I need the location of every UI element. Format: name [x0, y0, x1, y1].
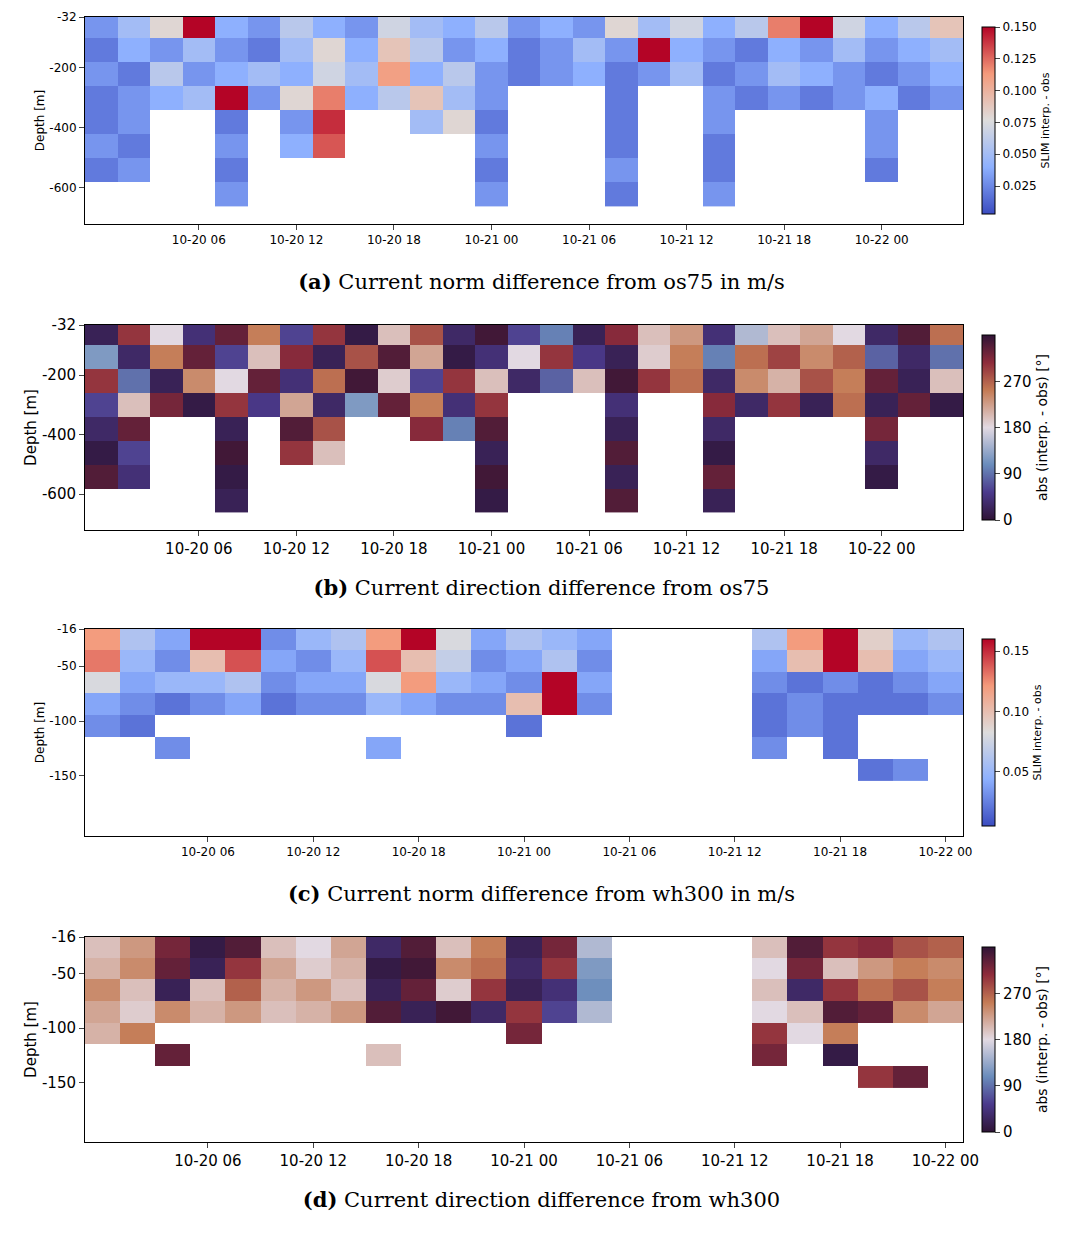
svg-text:0.125: 0.125	[1002, 52, 1036, 66]
svg-text:10-21 12: 10-21 12	[653, 540, 720, 558]
svg-text:0.10: 0.10	[1002, 705, 1029, 719]
svg-text:-16: -16	[57, 622, 77, 636]
svg-text:10-21 00: 10-21 00	[465, 233, 519, 247]
svg-text:0: 0	[1003, 1123, 1013, 1141]
svg-text:10-21 12: 10-21 12	[660, 233, 714, 247]
svg-text:0.075: 0.075	[1002, 116, 1036, 130]
svg-text:90: 90	[1003, 465, 1022, 483]
svg-text:-150: -150	[42, 1074, 76, 1092]
svg-text:10-20 06: 10-20 06	[172, 233, 226, 247]
svg-text:180: 180	[1003, 1031, 1032, 1049]
svg-text:Depth [m]: Depth [m]	[22, 389, 40, 466]
html-text:(a) Current norm difference fr: (a) Current norm difference from os75 in…	[298, 269, 785, 294]
svg-text:-600: -600	[49, 181, 76, 195]
svg-text:0: 0	[1003, 511, 1013, 529]
svg-text:10-21 06: 10-21 06	[562, 233, 616, 247]
svg-text:10-21 00: 10-21 00	[490, 1152, 557, 1170]
svg-text:10-21 12: 10-21 12	[701, 1152, 768, 1170]
svg-text:10-20 06: 10-20 06	[181, 845, 235, 859]
svg-text:10-20 12: 10-20 12	[280, 1152, 347, 1170]
svg-text:-50: -50	[57, 659, 77, 673]
svg-text:10-21 00: 10-21 00	[497, 845, 551, 859]
svg-text:0.025: 0.025	[1002, 179, 1036, 193]
svg-text:0.150: 0.150	[1002, 20, 1036, 34]
svg-text:-400: -400	[42, 426, 76, 444]
svg-text:0.100: 0.100	[1002, 84, 1036, 98]
svg-text:10-22 00: 10-22 00	[918, 845, 972, 859]
svg-text:10-22 00: 10-22 00	[912, 1152, 979, 1170]
svg-text:0.15: 0.15	[1002, 644, 1029, 658]
svg-text:abs (interp. - obs) [°]: abs (interp. - obs) [°]	[1034, 354, 1050, 501]
svg-text:10-21 18: 10-21 18	[806, 1152, 873, 1170]
svg-text:10-21 06: 10-21 06	[596, 1152, 663, 1170]
svg-text:10-21 06: 10-21 06	[555, 540, 622, 558]
svg-text:-150: -150	[49, 769, 76, 783]
svg-text:90: 90	[1003, 1077, 1022, 1095]
svg-text:10-20 06: 10-20 06	[165, 540, 232, 558]
svg-text:-32: -32	[57, 10, 77, 24]
svg-text:0.050: 0.050	[1002, 147, 1036, 161]
svg-text:-600: -600	[42, 485, 76, 503]
svg-text:Depth [m]: Depth [m]	[33, 702, 47, 763]
svg-text:270: 270	[1003, 373, 1032, 391]
svg-text:10-21 06: 10-21 06	[602, 845, 656, 859]
svg-text:Depth [m]: Depth [m]	[22, 1001, 40, 1078]
svg-text:10-21 12: 10-21 12	[708, 845, 762, 859]
svg-text:10-20 12: 10-20 12	[286, 845, 340, 859]
svg-text:10-20 18: 10-20 18	[385, 1152, 452, 1170]
html-text:(c) Current norm difference fr: (c) Current norm difference from wh300 i…	[287, 881, 796, 906]
svg-text:10-22 00: 10-22 00	[855, 233, 909, 247]
svg-text:10-20 18: 10-20 18	[392, 845, 446, 859]
svg-text:-200: -200	[49, 61, 76, 75]
svg-text:abs (interp. - obs) [°]: abs (interp. - obs) [°]	[1034, 966, 1050, 1113]
svg-text:10-20 18: 10-20 18	[360, 540, 427, 558]
svg-text:180: 180	[1003, 419, 1032, 437]
svg-text:-32: -32	[52, 316, 77, 334]
svg-text:-200: -200	[42, 366, 76, 384]
svg-text:10-20 12: 10-20 12	[269, 233, 323, 247]
html-text:(d) Current direction differen: (d) Current direction difference from wh…	[302, 1187, 781, 1212]
svg-text:-100: -100	[49, 714, 76, 728]
svg-text:10-21 18: 10-21 18	[757, 233, 811, 247]
svg-text:10-20 18: 10-20 18	[367, 233, 421, 247]
svg-text:10-20 06: 10-20 06	[174, 1152, 241, 1170]
html-text:(b) Current direction differen: (b) Current direction difference from os…	[313, 575, 770, 600]
svg-text:10-22 00: 10-22 00	[848, 540, 915, 558]
svg-text:Depth [m]: Depth [m]	[33, 90, 47, 151]
svg-text:-100: -100	[42, 1019, 76, 1037]
svg-text:-50: -50	[52, 965, 77, 983]
svg-text:10-21 18: 10-21 18	[813, 845, 867, 859]
svg-text:SLIM interp. - obs: SLIM interp. - obs	[1039, 72, 1052, 168]
svg-text:SLIM interp. - obs: SLIM interp. - obs	[1031, 684, 1044, 780]
svg-text:10-21 18: 10-21 18	[750, 540, 817, 558]
svg-text:10-20 12: 10-20 12	[263, 540, 330, 558]
svg-text:-400: -400	[49, 121, 76, 135]
svg-text:0.05: 0.05	[1002, 765, 1029, 779]
svg-text:10-21 00: 10-21 00	[458, 540, 525, 558]
svg-text:-16: -16	[52, 928, 77, 946]
svg-text:270: 270	[1003, 985, 1032, 1003]
